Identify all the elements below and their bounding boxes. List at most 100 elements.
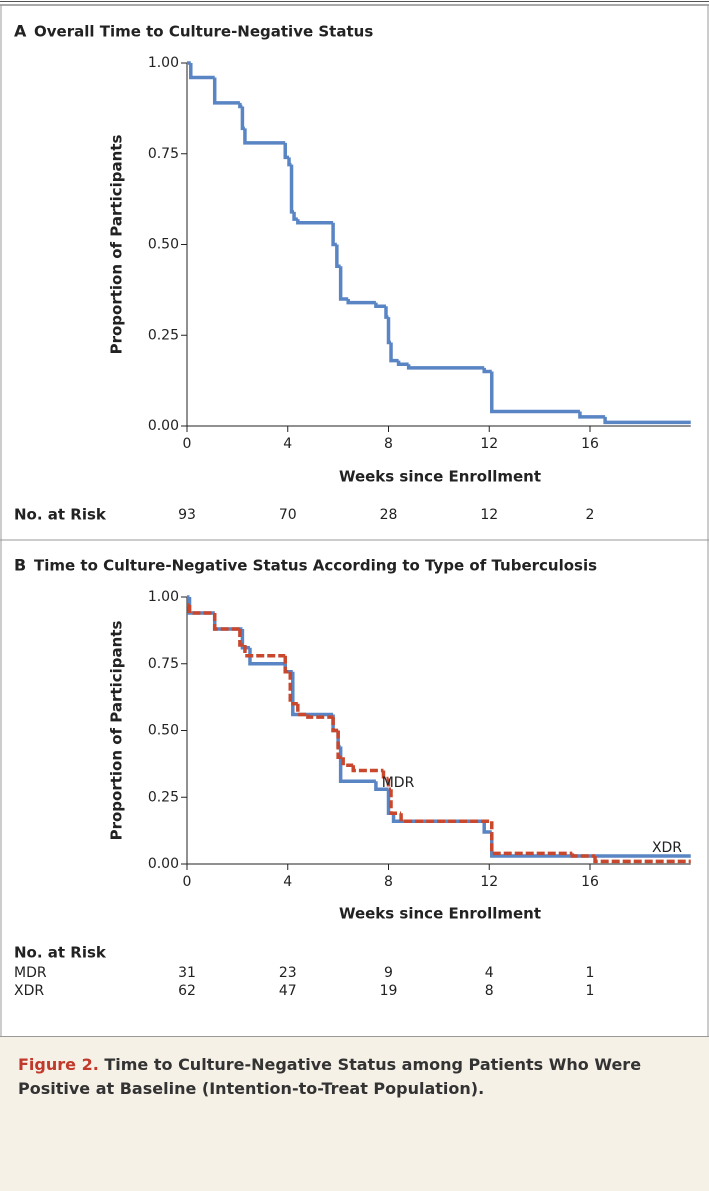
x-tick-label: 16 <box>581 874 599 890</box>
km-step <box>389 789 402 816</box>
km-step <box>243 645 286 658</box>
y-tick-label: 0.25 <box>148 327 179 343</box>
figure: A Overall Time to Culture-Negative Status… <box>0 1 709 1036</box>
km-step <box>578 411 606 419</box>
at-risk-value: 4 <box>485 965 494 981</box>
km-step <box>389 342 399 363</box>
km-step <box>351 765 384 773</box>
x-tick-label: 8 <box>384 436 393 452</box>
km-step <box>291 671 334 717</box>
y-tick-label: 0.50 <box>148 723 179 739</box>
km-step <box>374 781 389 791</box>
km-step <box>386 317 392 345</box>
y-tick-label: 0.00 <box>148 856 179 872</box>
km-step <box>482 367 492 374</box>
at-risk-value: 9 <box>384 965 393 981</box>
km-step <box>187 605 215 615</box>
at-risk-value: 31 <box>178 965 196 981</box>
km-step <box>374 302 386 308</box>
km-step <box>243 128 286 145</box>
y-tick-label: 0.50 <box>148 237 179 253</box>
km-step <box>240 106 245 131</box>
km-step <box>212 613 240 631</box>
km-step <box>396 360 409 367</box>
km-step <box>384 306 389 319</box>
km-step <box>346 298 376 305</box>
km-step <box>283 142 290 160</box>
km-step <box>331 717 339 733</box>
caption: Figure 2. Time to Culture-Negative Statu… <box>0 1036 709 1191</box>
km-step <box>338 266 349 301</box>
at-risk-value: 23 <box>279 965 297 981</box>
y-tick-label: 0.25 <box>148 789 179 805</box>
panel-title: Overall Time to Culture-Negative Status <box>34 23 373 41</box>
km-step <box>238 629 245 647</box>
km-step <box>335 244 341 269</box>
km-step <box>240 629 250 650</box>
km-step <box>406 364 485 370</box>
x-axis-label: Weeks since Enrollment <box>339 468 541 486</box>
km-step <box>212 77 240 105</box>
at-risk-value: 19 <box>380 983 398 999</box>
at-risk-row-label: XDR <box>14 983 44 999</box>
km-step <box>288 671 298 706</box>
y-tick-label: 0.75 <box>148 656 179 672</box>
km-step <box>238 102 243 109</box>
y-tick-label: 1.00 <box>148 55 179 71</box>
km-step <box>331 222 337 247</box>
km-step <box>212 613 243 631</box>
panel-title: Time to Culture-Negative Status Accordin… <box>34 557 597 575</box>
x-tick-label: 4 <box>283 874 292 890</box>
km-step <box>603 416 691 425</box>
km-step <box>341 757 354 767</box>
series-label: XDR <box>652 840 682 856</box>
y-tick-label: 1.00 <box>148 589 179 605</box>
km-step <box>490 371 580 414</box>
x-tick-label: 4 <box>283 436 292 452</box>
caption-label: Figure 2. <box>18 1055 99 1074</box>
at-risk-value: 93 <box>178 507 196 523</box>
x-tick-label: 12 <box>480 874 498 890</box>
at-risk-value: 47 <box>279 983 297 999</box>
y-tick-label: 0.75 <box>148 146 179 162</box>
km-step <box>189 63 215 80</box>
km-step <box>593 855 691 864</box>
panel-letter: A <box>14 22 27 41</box>
km-step <box>187 597 215 615</box>
panel-letter: B <box>14 556 26 575</box>
series-label: MDR <box>382 775 415 791</box>
km-step <box>289 164 295 214</box>
km-step <box>570 853 596 858</box>
at-risk-value: 2 <box>586 507 595 523</box>
km-step <box>490 821 573 856</box>
x-tick-label: 12 <box>480 436 498 452</box>
y-tick-label: 0.00 <box>148 418 179 434</box>
km-step <box>292 211 298 221</box>
km-step <box>296 703 308 717</box>
caption-text: Time to Culture-Negative Status among Pa… <box>18 1055 642 1098</box>
y-axis-label: Proportion of Participants <box>108 135 126 355</box>
at-risk-value: 1 <box>586 965 595 981</box>
at-risk-value: 12 <box>480 507 498 523</box>
x-tick-label: 8 <box>384 874 393 890</box>
at-risk-row-label: MDR <box>14 965 47 981</box>
at-risk-value: 1 <box>586 983 595 999</box>
at-risk-value: 8 <box>485 983 494 999</box>
km-step <box>287 157 292 167</box>
at-risk-title: No. at Risk <box>14 944 107 962</box>
y-axis-label: Proportion of Participants <box>108 621 126 841</box>
km-step <box>283 655 291 674</box>
x-tick-label: 0 <box>183 436 192 452</box>
at-risk-title: No. at Risk <box>14 506 107 524</box>
km-step <box>306 714 334 719</box>
at-risk-value: 28 <box>380 507 398 523</box>
km-step <box>338 746 376 783</box>
km-step <box>296 219 334 225</box>
at-risk-value: 70 <box>279 507 297 523</box>
x-tick-label: 16 <box>581 436 599 452</box>
km-step <box>336 730 344 759</box>
km-step <box>399 813 492 824</box>
km-step <box>482 821 492 834</box>
km-step <box>248 647 286 666</box>
